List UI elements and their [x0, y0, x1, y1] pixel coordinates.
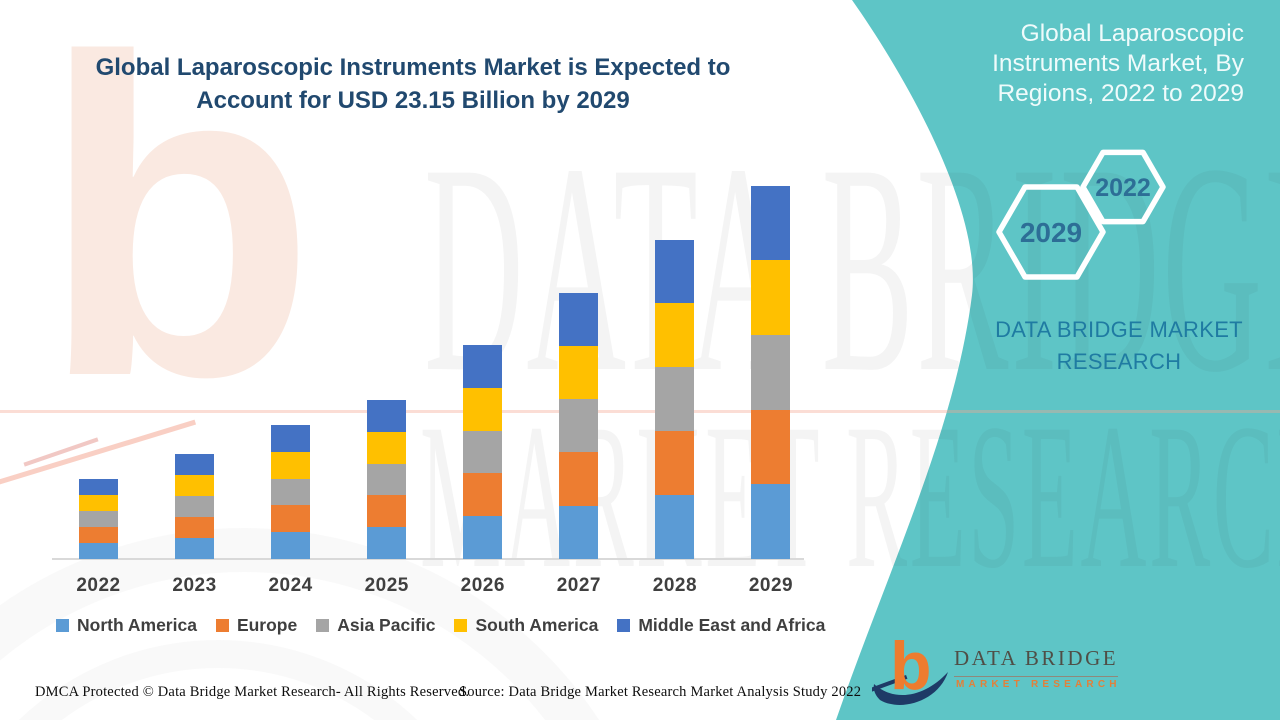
x-axis-label-2027: 2027	[556, 575, 601, 596]
legend-swatch-icon	[454, 619, 468, 632]
data-bridge-logo-tagline: MARKET RESEARCH	[956, 679, 1121, 690]
bar-segment-2026-north-america	[463, 516, 503, 559]
hexagon-2022-shape	[1080, 149, 1166, 225]
bar-segment-2025-middle-east-and-africa	[367, 400, 407, 432]
bar-2026	[463, 345, 503, 559]
bar-segment-2027-south-america	[559, 345, 599, 400]
bar-segment-2026-south-america	[463, 387, 503, 431]
bar-segment-2022-europe	[79, 526, 118, 543]
bar-segment-2029-asia-pacific	[751, 334, 791, 410]
page-title: Global Laparoscopic Instruments Market i…	[95, 54, 731, 114]
legend-label: North America	[77, 615, 197, 635]
bar-segment-2027-middle-east-and-africa	[559, 292, 599, 346]
data-bridge-logo: b DATA BRIDGE MARKET RESEARCH	[872, 632, 1119, 708]
right-panel-heading: Global Laparoscopic Instruments Market, …	[944, 19, 1244, 109]
bar-segment-2027-asia-pacific	[559, 399, 599, 453]
bar-segment-2024-middle-east-and-africa	[271, 425, 311, 452]
bar-segment-2027-europe	[559, 452, 599, 506]
watermark-text-line2: MARKET RESEARCH	[420, 381, 1280, 611]
bar-segment-2022-asia-pacific	[79, 510, 118, 527]
source-note: Source: Data Bridge Market Research Mark…	[459, 684, 862, 700]
bar-segment-2022-north-america	[79, 542, 118, 559]
data-bridge-logo-name: DATA BRIDGE	[954, 646, 1119, 677]
bar-segment-2023-middle-east-and-africa	[175, 453, 215, 475]
hexagon-2029-shape	[996, 184, 1106, 280]
x-axis-label-2026: 2026	[460, 575, 505, 596]
bar-segment-2028-south-america	[655, 303, 695, 368]
year-hexagons: 2029 2022	[996, 149, 1166, 280]
bar-2027	[559, 292, 599, 559]
legend-item-middle-east-and-africa: Middle East and Africa	[617, 615, 825, 636]
legend-item-north-america: North America	[56, 615, 197, 636]
x-axis-label-2028: 2028	[652, 575, 698, 596]
bar-segment-2028-asia-pacific	[655, 367, 695, 432]
watermark-letter-b: b	[40, 0, 317, 470]
bar-segment-2023-south-america	[175, 474, 215, 496]
right-panel-heading-line1: Global Laparoscopic	[1020, 20, 1244, 47]
bar-segment-2024-south-america	[271, 451, 311, 479]
bar-2025	[367, 400, 407, 559]
bar-segment-2026-europe	[463, 473, 503, 517]
bar-segment-2024-europe	[271, 505, 311, 533]
legend-label: Middle East and Africa	[638, 615, 826, 635]
bar-segment-2025-europe	[367, 495, 407, 528]
x-axis-label-2025: 2025	[364, 575, 409, 596]
legend-label: Europe	[236, 615, 298, 635]
brand-caption: DATA BRIDGE MARKET RESEARCH	[985, 314, 1253, 378]
bar-2028	[655, 239, 695, 559]
bar-segment-2027-north-america	[559, 505, 599, 559]
hexagon-2029-label: 2029	[1020, 217, 1082, 248]
bar-segment-2024-north-america	[271, 532, 311, 559]
bar-segment-2028-north-america	[655, 495, 695, 559]
bar-segment-2029-middle-east-and-africa	[751, 185, 791, 261]
bar-segment-2022-middle-east-and-africa	[79, 478, 118, 495]
legend-swatch-icon	[56, 619, 69, 632]
legend-swatch-icon	[215, 619, 229, 632]
x-axis-label-2029: 2029	[748, 575, 794, 596]
brand-caption-line1: DATA BRIDGE MARKET	[995, 317, 1243, 342]
x-axis-label-2023: 2023	[172, 575, 217, 596]
bar-segment-2023-north-america	[175, 537, 215, 559]
legend-swatch-icon	[617, 619, 631, 632]
bar-segment-2025-north-america	[367, 527, 407, 559]
legend-item-south-america: South America	[454, 615, 598, 636]
legend-label: Asia Pacific	[337, 615, 436, 635]
bar-2022	[79, 478, 118, 559]
svg-text:b: b	[890, 632, 932, 704]
chart-legend: North America Europe Asia Pacific South Ame…	[56, 615, 825, 636]
bar-2024	[271, 425, 311, 559]
bar-segment-2029-south-america	[751, 260, 791, 335]
watermark-horizontal-line	[0, 410, 1280, 413]
legend-swatch-icon	[316, 619, 330, 632]
bar-2023	[175, 453, 215, 559]
bar-segment-2028-europe	[655, 431, 695, 496]
right-panel-heading-line3: Regions, 2022 to 2029	[997, 80, 1244, 107]
data-bridge-logo-icon: b	[872, 632, 948, 705]
x-axis-label-2024: 2024	[268, 575, 313, 596]
bar-segment-2026-middle-east-and-africa	[463, 345, 503, 388]
bar-segment-2024-asia-pacific	[271, 478, 311, 506]
legend-label: South America	[475, 615, 599, 635]
bar-segment-2025-asia-pacific	[367, 463, 407, 496]
bar-segment-2023-asia-pacific	[175, 495, 215, 517]
brand-caption-line2: RESEARCH	[1056, 349, 1182, 374]
bar-segment-2029-north-america	[751, 484, 791, 559]
bar-segment-2028-middle-east-and-africa	[655, 239, 695, 304]
bar-segment-2029-europe	[751, 409, 791, 485]
legend-item-asia-pacific: Asia Pacific	[316, 615, 435, 636]
bar-segment-2025-south-america	[367, 431, 407, 464]
x-axis-line	[52, 558, 804, 560]
hexagon-2022-label: 2022	[1095, 174, 1151, 202]
right-panel-heading-line2: Instruments Market, By	[992, 50, 1244, 77]
legend-item-europe: Europe	[215, 615, 298, 636]
bar-segment-2026-asia-pacific	[463, 430, 503, 474]
x-axis-label-2022: 2022	[76, 575, 121, 596]
bar-2029	[751, 185, 791, 559]
dmca-notice: DMCA Protected © Data Bridge Market Rese…	[35, 684, 470, 700]
bar-segment-2023-europe	[175, 516, 215, 538]
bar-segment-2022-south-america	[79, 494, 118, 511]
